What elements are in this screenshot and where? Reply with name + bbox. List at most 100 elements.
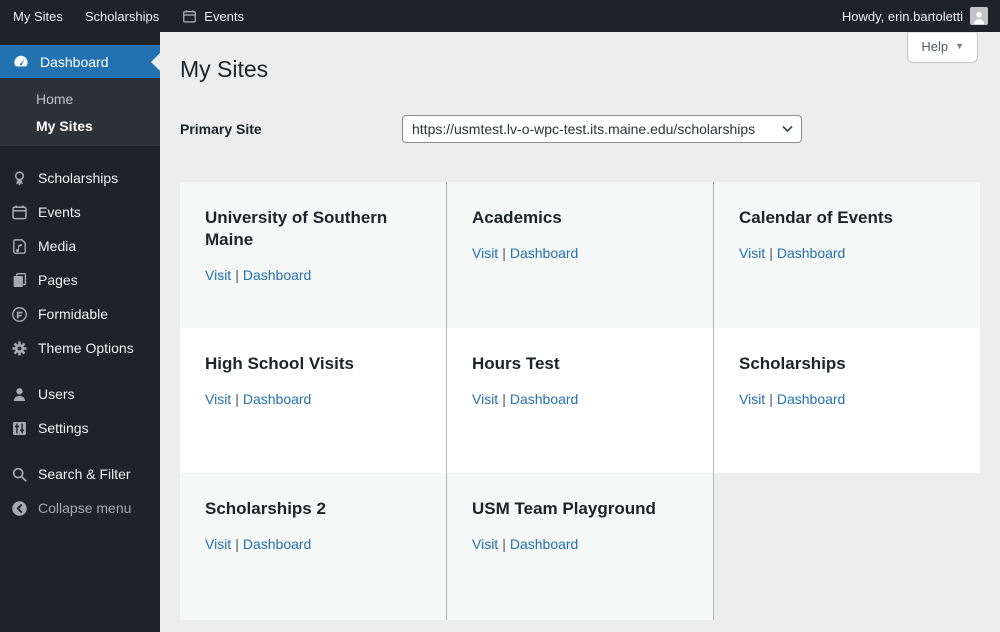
sidebar-item-theme-options[interactable]: Theme Options [0,331,160,365]
site-links: Visit | Dashboard [472,245,689,262]
site-links: Visit | Dashboard [205,536,422,553]
link-separator: | [235,266,239,283]
submenu-item-home[interactable]: Home [0,86,160,113]
site-title: Scholarships [739,354,846,373]
sidebar-media-label: Media [38,238,77,254]
visit-link[interactable]: Visit [739,390,766,407]
sidebar-menu: Scholarships Events Media Pages Formidab [0,161,160,525]
site-links: Visit | Dashboard [472,536,689,553]
dropdown-arrow-icon: ▼ [955,41,964,51]
site-links: Visit | Dashboard [739,391,956,408]
site-card-scholarships-2: Scholarships 2 Visit | Dashboard [180,473,446,620]
empty-grid-cell [713,473,980,620]
chevron-down-icon [782,125,793,133]
avatar [970,7,988,25]
calendar-icon [181,8,198,25]
my-sites-grid: University of Southern Maine Visit | Dashb… [180,182,980,620]
link-separator: | [502,244,506,261]
sidebar-item-media[interactable]: Media [0,229,160,263]
adminbar-events[interactable]: Events [170,0,255,32]
dashboard-link[interactable]: Dashboard [509,535,579,552]
dashboard-submenu: Home My Sites [0,78,160,146]
adminbar-my-sites[interactable]: My Sites [0,0,74,32]
site-title: University of Southern Maine [205,208,388,249]
site-title: Academics [472,208,562,227]
howdy-text: Howdy, erin.bartoletti [841,8,963,24]
dashboard-link[interactable]: Dashboard [242,390,312,407]
dashboard-link[interactable]: Dashboard [242,535,312,552]
sites-row: High School Visits Visit | Dashboard Hours… [180,328,980,473]
sites-row: Scholarships 2 Visit | Dashboard USM Team … [180,473,980,620]
site-card-scholarships: Scholarships Visit | Dashboard [713,328,980,473]
sidebar-item-formidable[interactable]: Formidable [0,297,160,331]
submenu-item-my-sites[interactable]: My Sites [0,113,160,140]
menu-separator [0,365,160,377]
formidable-icon [9,304,29,324]
dashboard-link[interactable]: Dashboard [509,244,579,261]
page-title: My Sites [180,56,269,82]
sidebar-item-events[interactable]: Events [0,195,160,229]
primary-site-select[interactable]: https://usmtest.lv-o-wpc-test.its.maine.… [402,115,802,143]
link-separator: | [769,390,773,407]
settings-icon [9,418,29,438]
collapse-menu-button[interactable]: Collapse menu [0,491,160,525]
site-title: Scholarships 2 [205,499,326,518]
site-title: Hours Test [472,354,560,373]
dashboard-link[interactable]: Dashboard [776,244,846,261]
sidebar-item-pages[interactable]: Pages [0,263,160,297]
search-icon [9,464,29,484]
active-item-arrow [151,52,160,71]
main-content: Help ▼ My Sites Primary Site https://usm… [160,32,1000,632]
help-button[interactable]: Help ▼ [907,32,978,63]
site-card-academics: Academics Visit | Dashboard [446,182,713,328]
sidebar-item-dashboard[interactable]: Dashboard [0,45,160,78]
primary-site-value: https://usmtest.lv-o-wpc-test.its.maine.… [412,121,756,137]
visit-link[interactable]: Visit [205,266,232,283]
sidebar-events-label: Events [38,204,81,220]
dashboard-link[interactable]: Dashboard [776,390,846,407]
sidebar-formidable-label: Formidable [38,306,109,322]
site-links: Visit | Dashboard [205,391,422,408]
submenu-my-sites-label: My Sites [36,118,93,134]
link-separator: | [502,535,506,552]
sidebar-item-settings[interactable]: Settings [0,411,160,445]
site-links: Visit | Dashboard [739,245,956,262]
site-card-high-school-visits: High School Visits Visit | Dashboard [180,328,446,473]
visit-link[interactable]: Visit [205,535,232,552]
sidebar-theme-options-label: Theme Options [38,340,134,356]
adminbar-scholarships[interactable]: Scholarships [74,0,170,32]
sidebar-settings-label: Settings [38,420,89,436]
sidebar-item-search-filter[interactable]: Search & Filter [0,457,160,491]
link-separator: | [769,244,773,261]
award-icon [9,168,29,188]
dashboard-link[interactable]: Dashboard [242,266,312,283]
media-icon [9,236,29,256]
help-button-label: Help [921,39,949,54]
site-card-university-of-southern-maine: University of Southern Maine Visit | Dashb… [180,182,446,328]
adminbar-events-label: Events [204,8,245,24]
adminbar-my-sites-label: My Sites [13,8,63,24]
link-separator: | [235,535,239,552]
site-card-usm-team-playground: USM Team Playground Visit | Dashboard [446,473,713,620]
site-title: High School Visits [205,354,354,373]
sidebar-item-scholarships[interactable]: Scholarships [0,161,160,195]
sidebar-item-dashboard-label: Dashboard [40,53,109,70]
sidebar-scholarships-label: Scholarships [38,170,119,186]
dashboard-icon [11,52,31,72]
site-title: USM Team Playground [472,499,656,518]
visit-link[interactable]: Visit [739,244,766,261]
primary-site-label: Primary Site [180,121,262,137]
site-links: Visit | Dashboard [205,267,422,284]
visit-link[interactable]: Visit [472,535,499,552]
user-icon [9,384,29,404]
dashboard-link[interactable]: Dashboard [509,390,579,407]
visit-link[interactable]: Visit [472,244,499,261]
visit-link[interactable]: Visit [205,390,232,407]
adminbar-account[interactable]: Howdy, erin.bartoletti [842,0,1000,32]
sidebar-pages-label: Pages [38,272,78,288]
collapse-icon [9,498,29,518]
calendar-icon [9,202,29,222]
sidebar-users-label: Users [38,386,75,402]
sidebar-item-users[interactable]: Users [0,377,160,411]
visit-link[interactable]: Visit [472,390,499,407]
